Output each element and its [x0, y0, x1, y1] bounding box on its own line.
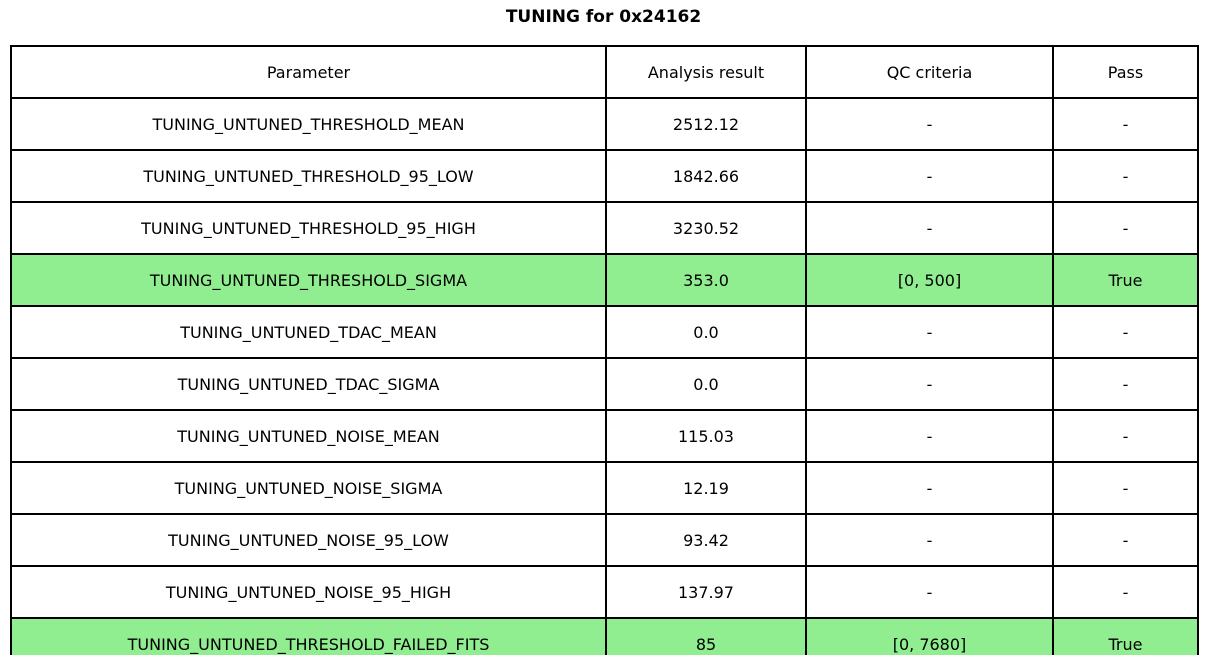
table-row: TUNING_UNTUNED_THRESHOLD_95_HIGH 3230.52…	[10, 201, 1199, 255]
cell-qc-criteria: -	[805, 461, 1054, 515]
header-parameter: Parameter	[10, 45, 607, 99]
table-row: TUNING_UNTUNED_NOISE_95_LOW 93.42 - -	[10, 513, 1199, 567]
header-qc-criteria: QC criteria	[805, 45, 1054, 99]
cell-parameter: TUNING_UNTUNED_NOISE_95_LOW	[10, 513, 607, 567]
cell-qc-criteria: -	[805, 97, 1054, 151]
cell-qc-criteria: [0, 7680]	[805, 617, 1054, 655]
cell-parameter: TUNING_UNTUNED_NOISE_MEAN	[10, 409, 607, 463]
cell-analysis-result: 2512.12	[605, 97, 807, 151]
cell-parameter: TUNING_UNTUNED_NOISE_SIGMA	[10, 461, 607, 515]
header-analysis-result: Analysis result	[605, 45, 807, 99]
cell-qc-criteria: -	[805, 149, 1054, 203]
cell-analysis-result: 93.42	[605, 513, 807, 567]
table-row: TUNING_UNTUNED_NOISE_MEAN 115.03 - -	[10, 409, 1199, 463]
cell-analysis-result: 115.03	[605, 409, 807, 463]
table-row: TUNING_UNTUNED_NOISE_95_HIGH 137.97 - -	[10, 565, 1199, 619]
table-row: TUNING_UNTUNED_TDAC_MEAN 0.0 - -	[10, 305, 1199, 359]
cell-parameter: TUNING_UNTUNED_THRESHOLD_FAILED_FITS	[10, 617, 607, 655]
cell-qc-criteria: -	[805, 305, 1054, 359]
table-row: TUNING_UNTUNED_THRESHOLD_FAILED_FITS 85 …	[10, 617, 1199, 655]
cell-analysis-result: 353.0	[605, 253, 807, 307]
cell-analysis-result: 0.0	[605, 357, 807, 411]
cell-qc-criteria: -	[805, 513, 1054, 567]
table-row: TUNING_UNTUNED_NOISE_SIGMA 12.19 - -	[10, 461, 1199, 515]
page-title: TUNING for 0x24162	[505, 7, 702, 27]
cell-pass: -	[1052, 565, 1199, 619]
cell-qc-criteria: -	[805, 565, 1054, 619]
cell-analysis-result: 3230.52	[605, 201, 807, 255]
qc-table: Parameter Analysis result QC criteria Pa…	[10, 45, 1199, 655]
table-row: TUNING_UNTUNED_TDAC_SIGMA 0.0 - -	[10, 357, 1199, 411]
cell-pass: -	[1052, 305, 1199, 359]
cell-pass: True	[1052, 617, 1199, 655]
cell-parameter: TUNING_UNTUNED_TDAC_SIGMA	[10, 357, 607, 411]
cell-qc-criteria: [0, 500]	[805, 253, 1054, 307]
cell-pass: -	[1052, 513, 1199, 567]
table-row: TUNING_UNTUNED_THRESHOLD_SIGMA 353.0 [0,…	[10, 253, 1199, 307]
cell-parameter: TUNING_UNTUNED_THRESHOLD_95_HIGH	[10, 201, 607, 255]
cell-pass: -	[1052, 357, 1199, 411]
cell-parameter: TUNING_UNTUNED_NOISE_95_HIGH	[10, 565, 607, 619]
cell-pass: -	[1052, 461, 1199, 515]
cell-pass: -	[1052, 149, 1199, 203]
cell-pass: -	[1052, 409, 1199, 463]
cell-parameter: TUNING_UNTUNED_THRESHOLD_95_LOW	[10, 149, 607, 203]
cell-analysis-result: 137.97	[605, 565, 807, 619]
cell-parameter: TUNING_UNTUNED_THRESHOLD_SIGMA	[10, 253, 607, 307]
cell-parameter: TUNING_UNTUNED_THRESHOLD_MEAN	[10, 97, 607, 151]
cell-pass: -	[1052, 201, 1199, 255]
cell-pass: True	[1052, 253, 1199, 307]
cell-qc-criteria: -	[805, 201, 1054, 255]
header-pass: Pass	[1052, 45, 1199, 99]
cell-pass: -	[1052, 97, 1199, 151]
cell-analysis-result: 12.19	[605, 461, 807, 515]
header-row: Parameter Analysis result QC criteria Pa…	[10, 45, 1199, 99]
cell-qc-criteria: -	[805, 409, 1054, 463]
table-row: TUNING_UNTUNED_THRESHOLD_MEAN 2512.12 - …	[10, 97, 1199, 151]
cell-analysis-result: 0.0	[605, 305, 807, 359]
cell-parameter: TUNING_UNTUNED_TDAC_MEAN	[10, 305, 607, 359]
cell-analysis-result: 85	[605, 617, 807, 655]
table-row: TUNING_UNTUNED_THRESHOLD_95_LOW 1842.66 …	[10, 149, 1199, 203]
cell-analysis-result: 1842.66	[605, 149, 807, 203]
cell-qc-criteria: -	[805, 357, 1054, 411]
